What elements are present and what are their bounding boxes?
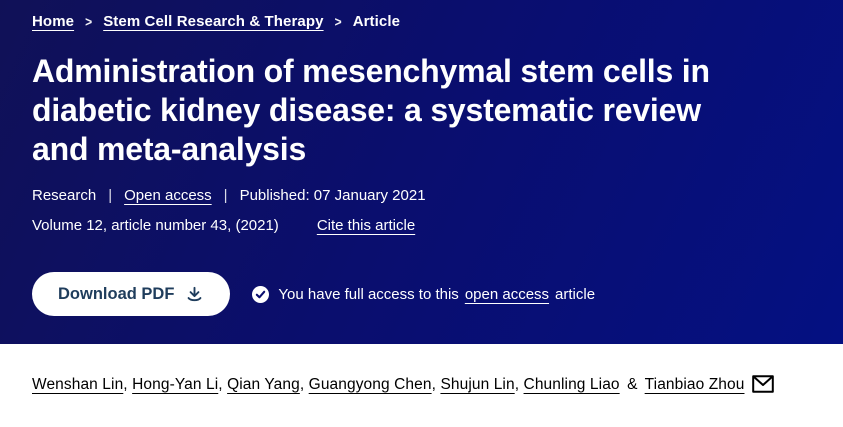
authors-section: Wenshan Lin, Hong-Yan Li, Qian Yang, Gua… [0,344,843,398]
cite-this-article-link[interactable]: Cite this article [316,217,416,235]
volume-info-label: Volume 12, article number 43, (2021) [32,217,279,235]
author-separator: , [299,376,305,393]
meta-divider: | [108,187,113,205]
breadcrumb-journal-link[interactable]: Stem Cell Research & Therapy [103,13,324,30]
open-access-link[interactable]: Open access [124,187,212,205]
article-actions-row: Download PDF You have full access to thi… [32,272,811,317]
open-access-note-link[interactable]: open access [464,285,550,303]
chevron-right-icon: > [85,13,93,30]
breadcrumb: Home > Stem Cell Research & Therapy > Ar… [32,13,811,30]
meta-divider: | [223,187,228,205]
author-link[interactable]: Shujun Lin [440,376,515,393]
check-circle-icon [252,285,270,303]
access-note-text: article [555,285,596,303]
author-link[interactable]: Qian Yang [227,376,300,393]
envelope-icon[interactable] [752,375,775,398]
access-note: You have full access to this open access… [252,285,596,303]
article-meta-row: Research | Open access | Published: 07 J… [32,187,811,204]
author-link[interactable]: Chunling Liao [523,376,620,393]
download-pdf-button[interactable]: Download PDF [32,272,231,317]
download-icon [185,285,204,304]
chevron-right-icon: > [334,13,342,30]
author-separator: , [218,376,223,393]
author-separator: , [514,376,520,393]
author-list: Wenshan Lin, Hong-Yan Li, Qian Yang, Gua… [32,375,811,398]
author-separator: , [123,376,128,393]
author-link[interactable]: Hong-Yan Li [132,376,219,393]
breadcrumb-current-article: Article [352,13,401,30]
author-link[interactable]: Guangyong Chen [308,376,432,393]
author-link[interactable]: Tianbiao Zhou [644,376,745,393]
published-date-label: Published: 07 January 2021 [239,187,426,205]
article-header-hero: Home > Stem Cell Research & Therapy > Ar… [0,0,843,344]
breadcrumb-home-link[interactable]: Home [32,13,75,30]
download-pdf-label: Download PDF [58,284,175,303]
access-note-text: You have full access to this [278,285,459,303]
author-link[interactable]: Wenshan Lin [32,376,124,393]
author-separator: , [431,376,437,393]
author-ampersand: & [627,376,638,393]
article-type-label: Research [32,187,97,205]
article-title: Administration of mesenchymal stem cells… [32,53,710,168]
volume-row: Volume 12, article number 43, (2021) Cit… [32,217,811,234]
